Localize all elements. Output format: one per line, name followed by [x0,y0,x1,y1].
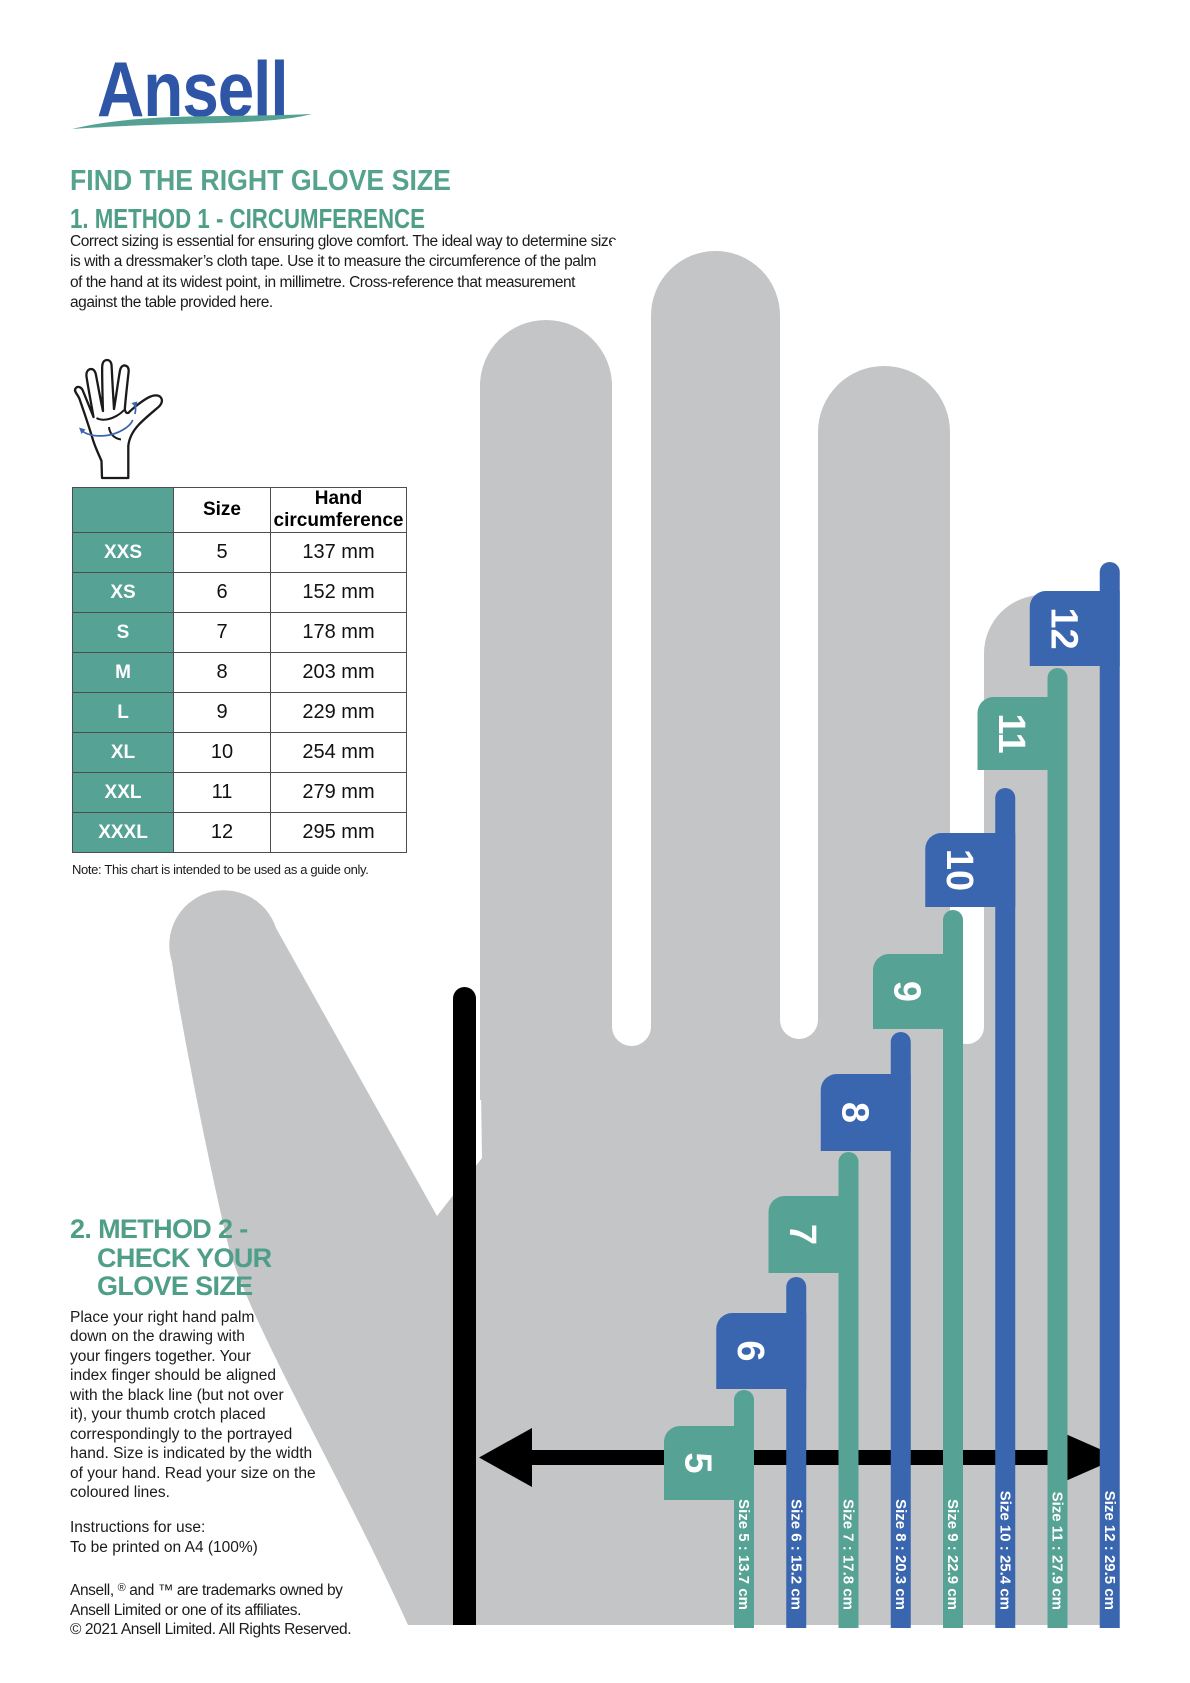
svg-text:7: 7 [781,1224,823,1245]
svg-text:Size 11 : 27.9 cm: Size 11 : 27.9 cm [1049,1492,1066,1610]
svg-text:10: 10 [938,849,980,891]
svg-text:12: 12 [1042,607,1084,649]
svg-text:8: 8 [833,1102,875,1123]
svg-text:Size 7 : 17.8 cm: Size 7 : 17.8 cm [840,1499,857,1610]
svg-text:Size 6 : 15.2 cm: Size 6 : 15.2 cm [787,1499,804,1610]
svg-text:Size 10 : 25.4 cm: Size 10 : 25.4 cm [996,1491,1013,1610]
svg-text:Size 8 : 20.3 cm: Size 8 : 20.3 cm [892,1499,909,1610]
svg-text:11: 11 [990,713,1032,753]
svg-text:Size 5 : 13.7 cm: Size 5 : 13.7 cm [735,1499,752,1610]
svg-text:Size 12 : 29.5 cm: Size 12 : 29.5 cm [1101,1491,1118,1610]
svg-text:9: 9 [886,981,928,1002]
svg-text:Size 9 : 22.9 cm: Size 9 : 22.9 cm [944,1499,961,1610]
svg-text:6: 6 [729,1340,771,1361]
svg-text:5: 5 [677,1452,719,1473]
